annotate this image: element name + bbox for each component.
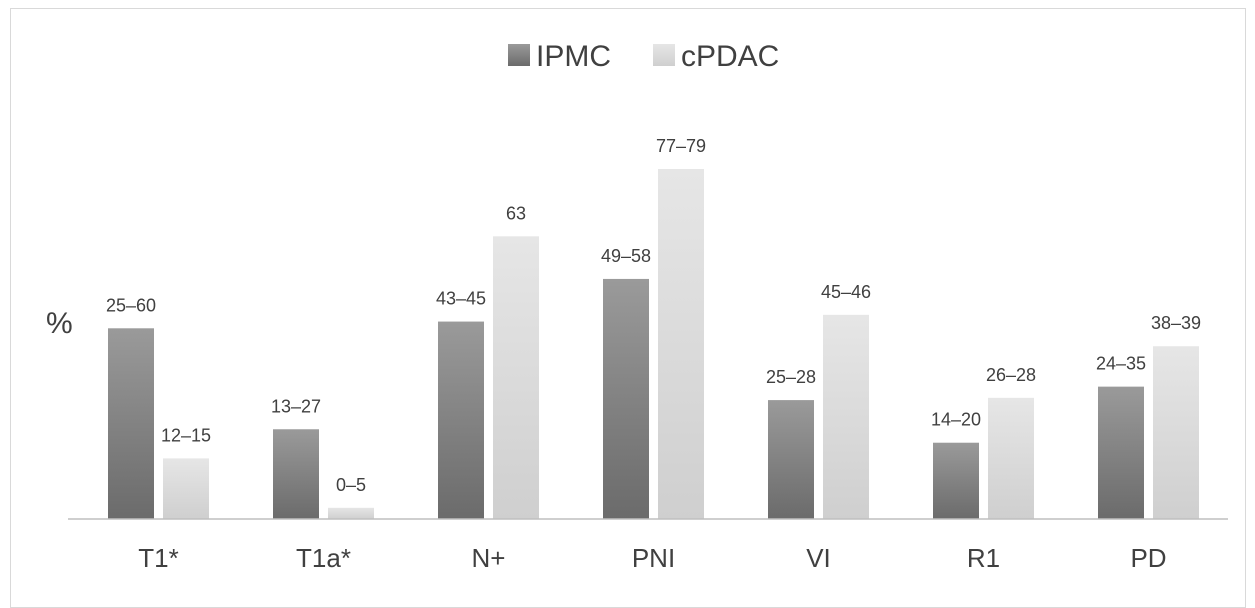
x-tick-label-vi: VI — [806, 543, 831, 573]
bar-cpdac-r1 — [988, 397, 1034, 519]
bar-cpdac-t1 — [163, 458, 209, 519]
data-label-ipmc-t1a: 13–27 — [271, 396, 321, 416]
legend-label-cpdac: cPDAC — [681, 40, 779, 73]
bar-cpdac-t1a — [328, 507, 374, 519]
x-tick-label-pd: PD — [1130, 543, 1166, 573]
bar-ipmc-r1 — [933, 442, 979, 519]
bars-layer — [108, 169, 1199, 520]
bar-chart: IPMC cPDAC % 25–60 12–15 13–27 0–5 43–45 63 49… — [46, 40, 1228, 573]
data-label-cpdac-t1a: 0–5 — [336, 475, 366, 495]
bar-cpdac-pd — [1153, 346, 1199, 519]
x-tick-label-pni: PNI — [632, 543, 675, 573]
x-tick-label-t1: T1* — [138, 543, 178, 573]
legend-swatch-ipmc — [508, 44, 530, 66]
x-tick-label-r1: R1 — [967, 543, 1000, 573]
legend-swatch-cpdac — [653, 44, 675, 66]
data-label-ipmc-n: 43–45 — [436, 289, 486, 309]
x-tick-label-t1a: T1a* — [296, 543, 351, 573]
bar-ipmc-t1a — [273, 429, 319, 519]
data-label-ipmc-pd: 24–35 — [1096, 354, 1146, 374]
data-label-ipmc-vi: 25–28 — [766, 367, 816, 387]
y-axis-label: % — [46, 307, 73, 340]
bar-cpdac-n — [493, 236, 539, 520]
bar-cpdac-pni — [658, 169, 704, 519]
x-tick-labels: T1* T1a* N+ PNI VI R1 PD — [138, 543, 1166, 573]
data-label-cpdac-t1: 12–15 — [161, 425, 211, 445]
bar-ipmc-vi — [768, 400, 814, 519]
data-label-cpdac-n: 63 — [506, 203, 526, 223]
data-label-cpdac-vi: 45–46 — [821, 282, 871, 302]
data-label-cpdac-r1: 26–28 — [986, 365, 1036, 385]
data-label-ipmc-pni: 49–58 — [601, 246, 651, 266]
data-label-ipmc-t1: 25–60 — [106, 295, 156, 315]
legend: IPMC cPDAC — [508, 40, 779, 73]
legend-label-ipmc: IPMC — [536, 40, 611, 73]
data-label-ipmc-r1: 14–20 — [931, 410, 981, 430]
bar-cpdac-vi — [823, 314, 869, 519]
bar-ipmc-pd — [1098, 386, 1144, 519]
data-label-cpdac-pni: 77–79 — [656, 136, 706, 156]
x-tick-label-n: N+ — [472, 543, 506, 573]
chart-root: IPMC cPDAC % 25–60 12–15 13–27 0–5 43–45 63 49… — [10, 8, 1246, 608]
bar-ipmc-pni — [603, 278, 649, 519]
data-labels-layer: 25–60 12–15 13–27 0–5 43–45 63 49–58 77–79 25–28… — [106, 136, 1201, 495]
bar-ipmc-n — [438, 321, 484, 519]
bar-ipmc-t1 — [108, 328, 154, 519]
data-label-cpdac-pd: 38–39 — [1151, 313, 1201, 333]
